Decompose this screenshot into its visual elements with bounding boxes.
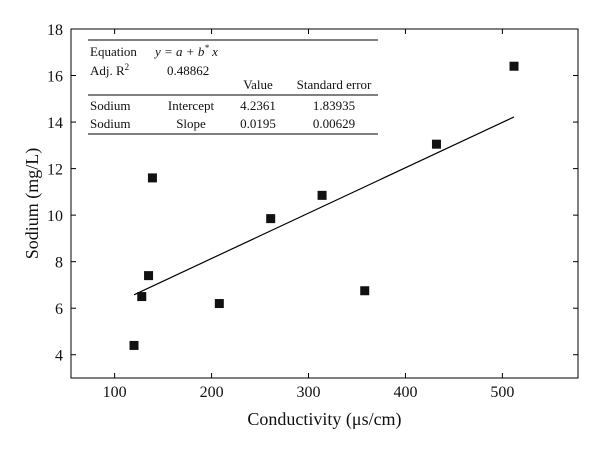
x-axis-label: Conductivity (μs/cm) — [247, 409, 401, 430]
y-tick-label: 16 — [47, 69, 63, 86]
y-tick-label: 10 — [47, 208, 63, 225]
x-tick-label: 100 — [103, 384, 127, 401]
equation-label: Equation — [90, 44, 137, 59]
data-point — [360, 286, 370, 296]
data-point — [147, 173, 157, 183]
data-point — [214, 299, 224, 309]
adj-r2-label: Adj. R2 — [90, 62, 129, 78]
row-2-value: 0.0195 — [240, 116, 276, 131]
y-tick-label: 6 — [55, 301, 63, 318]
y-tick-label: 14 — [47, 115, 63, 132]
row-1-value: 4.2361 — [240, 98, 276, 113]
plot-frame — [70, 28, 579, 379]
y-axis-label: Sodium (mg/L) — [22, 148, 43, 260]
x-tick-label: 300 — [297, 384, 321, 401]
regression-line — [133, 116, 515, 296]
row-2-name: Sodium — [90, 116, 130, 131]
equation-text: y = a + b* x — [153, 43, 218, 59]
data-point — [129, 340, 139, 350]
row-2-se: 0.00629 — [313, 116, 355, 131]
data-point — [317, 190, 327, 200]
data-point — [431, 139, 441, 149]
y-tick-label: 12 — [47, 162, 63, 179]
stats-table: Equation y = a + b* x Adj. R2 0.48862 Va… — [88, 39, 378, 135]
x-tick-label: 400 — [393, 384, 417, 401]
y-axis: 4 6 8 10 12 14 16 18 — [47, 22, 578, 365]
row-1-param: Intercept — [168, 98, 215, 113]
row-1-se: 1.83935 — [313, 98, 355, 113]
y-tick-label: 18 — [47, 22, 63, 39]
header-value: Value — [243, 77, 273, 92]
data-point — [509, 61, 519, 71]
x-tick-label: 500 — [490, 384, 514, 401]
data-point — [266, 214, 276, 224]
row-1-name: Sodium — [90, 98, 130, 113]
data-points — [129, 61, 519, 350]
y-tick-label: 8 — [55, 255, 63, 272]
header-standard-error: Standard error — [297, 77, 372, 92]
x-tick-label: 200 — [200, 384, 224, 401]
row-2-param: Slope — [176, 116, 206, 131]
x-axis: 100 200 300 400 500 — [103, 29, 514, 401]
adj-r2-value: 0.48862 — [167, 63, 209, 78]
data-point — [144, 271, 154, 281]
data-point — [137, 292, 147, 302]
y-tick-label: 4 — [55, 348, 63, 365]
